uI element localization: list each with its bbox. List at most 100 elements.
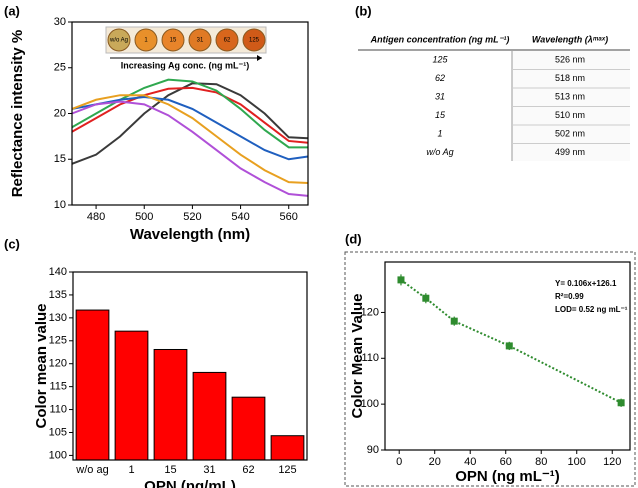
annotation: Y= 0.106x+126.1 — [555, 279, 617, 288]
x-tick-label: 40 — [464, 456, 476, 468]
fit-line — [400, 279, 622, 404]
inset-label: 15 — [170, 38, 177, 44]
x-tick-label: 1 — [128, 464, 134, 476]
panel-label: (b) — [355, 3, 372, 18]
x-tick-label: 60 — [500, 456, 512, 468]
table-cell: 518 nm — [555, 73, 585, 83]
inset-label: 31 — [197, 38, 204, 44]
annotation: LOD= 0.52 ng mL⁻¹ — [555, 305, 628, 314]
x-tick-label: 480 — [87, 211, 105, 223]
bar — [114, 330, 149, 461]
panel-label: (c) — [4, 236, 20, 251]
line-series — [71, 100, 309, 197]
point — [450, 317, 458, 325]
inset-vial — [242, 28, 266, 52]
line-series — [71, 96, 309, 161]
y-tick-label: 100 — [361, 398, 379, 410]
x-tick-label: 80 — [535, 456, 547, 468]
x-tick-label: 125 — [278, 464, 296, 476]
inset-vial — [161, 28, 185, 52]
plot-frame — [384, 261, 631, 451]
bar — [192, 371, 227, 461]
panel-label: (a) — [4, 3, 20, 18]
y-tick-label: 30 — [54, 16, 66, 28]
bar — [75, 309, 110, 461]
table-cell: 513 nm — [555, 91, 585, 101]
annotation: R²=0.99 — [555, 292, 584, 301]
y-tick-label: 105 — [49, 426, 67, 438]
inset-label: 125 — [249, 38, 260, 44]
panel-label: (d) — [345, 231, 362, 246]
inset-bg — [105, 26, 267, 54]
point — [422, 294, 430, 302]
table-cell: 62 — [435, 73, 445, 83]
x-tick-label: 31 — [203, 464, 215, 476]
table-header: Wavelength (λᵐᵃˣ) — [532, 34, 608, 44]
x-tick-label: 100 — [568, 456, 586, 468]
y-tick-label: 110 — [49, 403, 67, 415]
table-cell: 502 nm — [555, 128, 585, 138]
inset-label: 1 — [144, 38, 148, 44]
plot-frame — [72, 271, 308, 461]
table-cell: w/o Ag — [426, 147, 453, 157]
table-cell: 125 — [432, 54, 448, 64]
point — [397, 276, 405, 284]
bar — [231, 396, 266, 461]
line-series — [71, 86, 309, 144]
y-tick-label: 120 — [361, 306, 379, 318]
y-tick-label: 135 — [49, 289, 67, 301]
y-axis-title: Color mean value — [33, 303, 50, 428]
x-axis-title: OPN (ng mL⁻¹) — [455, 468, 560, 485]
inset-vial — [188, 28, 212, 52]
x-tick-label: 500 — [135, 211, 153, 223]
y-tick-label: 100 — [49, 449, 67, 461]
y-axis-title: Reflectance intensity % — [9, 30, 26, 198]
inset-label: w/o Ag — [109, 38, 128, 44]
x-tick-label: 520 — [183, 211, 201, 223]
y-tick-label: 140 — [49, 266, 67, 278]
inset-vial — [107, 28, 131, 52]
y-tick-label: 10 — [54, 199, 66, 211]
y-tick-label: 90 — [367, 444, 379, 456]
bar — [270, 435, 305, 461]
table-header: Antigen concentration (ng mL⁻¹) — [370, 34, 510, 44]
table-cell: 31 — [435, 91, 445, 101]
y-tick-label: 15 — [54, 153, 66, 165]
y-tick-label: 125 — [49, 335, 67, 347]
point — [505, 342, 513, 350]
x-axis-title: Wavelength (nm) — [130, 226, 250, 243]
y-tick-label: 130 — [49, 312, 67, 324]
y-tick-label: 110 — [361, 352, 379, 364]
y-tick-label: 20 — [54, 107, 66, 119]
line-series — [71, 94, 309, 185]
x-tick-label: 560 — [280, 211, 298, 223]
x-axis-title: OPN (ng/mL) — [144, 478, 236, 488]
table-cell: 526 nm — [555, 54, 585, 64]
inset-label: 62 — [224, 38, 231, 44]
table-cell: 1 — [437, 128, 442, 138]
inset-arrowhead — [257, 55, 262, 61]
x-tick-label: 120 — [603, 456, 621, 468]
line-series — [71, 82, 309, 165]
bar — [153, 348, 188, 461]
y-tick-label: 120 — [49, 358, 67, 370]
inset-vial — [134, 28, 158, 52]
x-tick-label: 62 — [242, 464, 254, 476]
x-tick-label: 0 — [396, 456, 402, 468]
point — [617, 399, 625, 407]
plot-frame — [71, 21, 309, 206]
panel-border — [344, 251, 636, 487]
y-tick-label: 115 — [49, 381, 67, 393]
inset-caption: Increasing Ag conc. (ng mL⁻¹) — [121, 60, 249, 70]
x-tick-label: 20 — [429, 456, 441, 468]
y-axis-title: Color Mean Value — [349, 293, 366, 418]
table-cell: 15 — [435, 110, 446, 120]
line-series — [71, 78, 308, 149]
x-tick-label: 540 — [231, 211, 249, 223]
table-cell: 499 nm — [555, 147, 585, 157]
x-tick-label: w/o ag — [75, 464, 108, 476]
table-cell: 510 nm — [555, 110, 585, 120]
x-tick-label: 15 — [164, 464, 176, 476]
